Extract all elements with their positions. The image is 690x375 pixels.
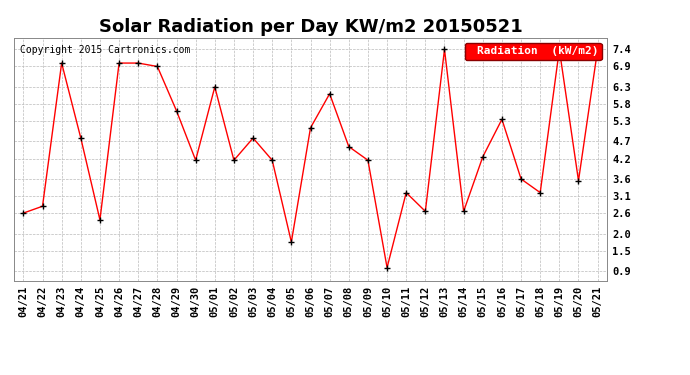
Legend: Radiation  (kW/m2): Radiation (kW/m2)	[464, 43, 602, 60]
Title: Solar Radiation per Day KW/m2 20150521: Solar Radiation per Day KW/m2 20150521	[99, 18, 522, 36]
Text: Copyright 2015 Cartronics.com: Copyright 2015 Cartronics.com	[20, 45, 190, 55]
